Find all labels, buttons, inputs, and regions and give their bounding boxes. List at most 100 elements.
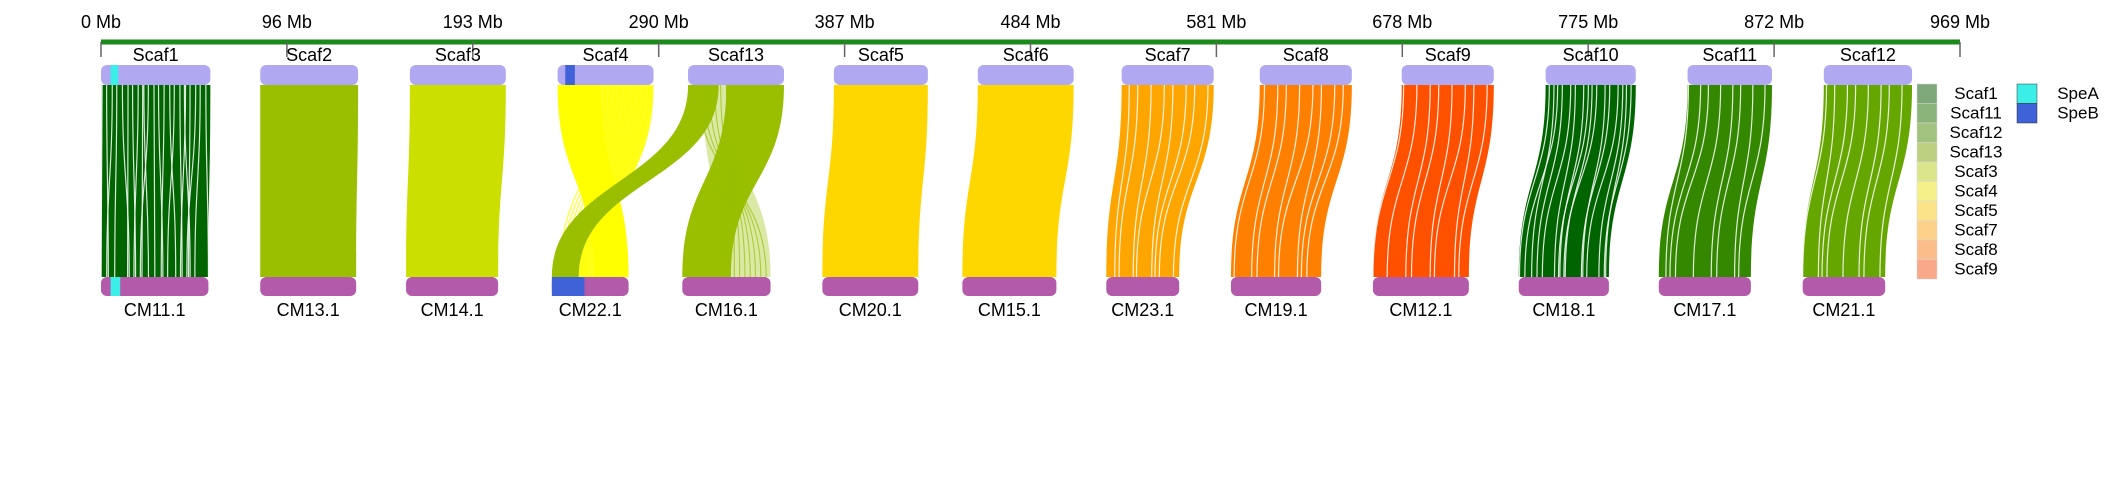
synteny-gap-line bbox=[187, 84, 191, 278]
synteny-gap-line bbox=[1582, 84, 1606, 278]
legend-label: Scaf7 bbox=[1954, 221, 1997, 240]
synteny-gap-line bbox=[1557, 84, 1589, 278]
synteny-gap-line bbox=[139, 84, 149, 278]
synteny-link bbox=[696, 84, 774, 278]
scaffold-bar bbox=[1121, 65, 1214, 85]
synteny-gap-line bbox=[143, 84, 150, 278]
chromosome-bar bbox=[406, 277, 499, 296]
chromosome-label: CM13.1 bbox=[277, 300, 340, 320]
scaffold-label: Scaf2 bbox=[286, 45, 332, 65]
legend-swatch bbox=[1916, 220, 1938, 241]
synteny-ribbon bbox=[578, 85, 654, 277]
synteny-gap-line bbox=[1842, 84, 1869, 278]
legend-swatch bbox=[1916, 259, 1938, 280]
chromosome-label: CM22.1 bbox=[559, 300, 622, 320]
synteny-gap-line bbox=[1132, 84, 1152, 278]
synteny-link bbox=[586, 84, 650, 278]
synteny-gap-line bbox=[114, 84, 118, 278]
synteny-gap-line bbox=[100, 84, 103, 278]
legend-swatch bbox=[1916, 83, 1938, 104]
synteny-gap-line bbox=[1114, 84, 1130, 278]
synteny-gap-line bbox=[133, 84, 139, 278]
synteny-gap-line bbox=[1531, 84, 1555, 278]
axis-tick-label: 581 Mb bbox=[1186, 12, 1246, 32]
synteny-gap-line bbox=[1665, 84, 1690, 278]
chromosome-bar bbox=[1802, 277, 1886, 296]
synteny-gap-line bbox=[1603, 84, 1632, 278]
synteny-gap-line bbox=[1826, 84, 1857, 278]
legend-label: Scaf11 bbox=[1950, 104, 2002, 123]
marker-spea bbox=[110, 277, 121, 296]
synteny-ribbon bbox=[406, 85, 506, 277]
legend-label: Scaf1 bbox=[1954, 84, 1997, 103]
synteny-gap-line bbox=[1256, 84, 1287, 278]
synteny-links bbox=[100, 84, 1913, 278]
scaffold-label: Scaf13 bbox=[708, 45, 764, 65]
axis-tick-label: 484 Mb bbox=[1000, 12, 1060, 32]
chromosome-label: CM15.1 bbox=[978, 300, 1041, 320]
scaffold-label: Scaf1 bbox=[133, 45, 179, 65]
chromosome-label: CM12.1 bbox=[1389, 300, 1452, 320]
scaffold-bar bbox=[557, 65, 654, 85]
synteny-ribbon bbox=[101, 85, 211, 277]
synteny-gap-line bbox=[1151, 84, 1174, 278]
synteny-gap-line bbox=[1716, 84, 1742, 278]
synteny-gap-line bbox=[1296, 84, 1323, 278]
synteny-gap-line bbox=[1559, 84, 1585, 278]
legend-swatch bbox=[1916, 161, 1938, 182]
chromosome-bar bbox=[822, 277, 919, 296]
synteny-gap-line bbox=[106, 84, 109, 278]
chromosome-label: CM18.1 bbox=[1532, 300, 1595, 320]
synteny-gap-line bbox=[1433, 84, 1466, 278]
synteny-gap-line bbox=[1564, 84, 1593, 278]
synteny-gap-line bbox=[1598, 84, 1624, 278]
chromosome-bar bbox=[101, 277, 209, 296]
scaffold-bar bbox=[1545, 65, 1636, 85]
chromosome-bar bbox=[260, 277, 357, 296]
scaffold-label: Scaf9 bbox=[1425, 45, 1471, 65]
synteny-gap-line bbox=[1405, 84, 1431, 278]
chromosome-label: CM11.1 bbox=[124, 300, 186, 320]
chromosome-label: CM17.1 bbox=[1673, 300, 1736, 320]
synteny-gap-line bbox=[1410, 84, 1440, 278]
synteny-gap-line bbox=[1306, 84, 1344, 278]
synteny-gap-line bbox=[179, 84, 183, 278]
synteny-gap-line bbox=[1586, 84, 1619, 278]
synteny-gap-line bbox=[1524, 84, 1559, 278]
chromosome-bar bbox=[962, 277, 1057, 296]
legend-label: Scaf3 bbox=[1954, 162, 1997, 181]
axis-tick-label: 872 Mb bbox=[1744, 12, 1804, 32]
marker-speb bbox=[551, 277, 585, 296]
synteny-gap-line bbox=[1669, 84, 1702, 278]
synteny-gap-line bbox=[1674, 84, 1710, 278]
scaffold-bar bbox=[101, 65, 211, 85]
scaffold-bar bbox=[260, 65, 359, 85]
synteny-gap-line bbox=[1821, 84, 1849, 278]
axis-tick-label: 0 Mb bbox=[81, 12, 121, 32]
synteny-gap-line bbox=[183, 84, 191, 278]
synteny-gap-line bbox=[194, 84, 201, 278]
synteny-gap-line bbox=[186, 84, 197, 278]
legend-label: Scaf12 bbox=[1950, 123, 2003, 142]
chromosome-bar bbox=[1658, 277, 1751, 296]
legend-marker-swatch bbox=[2016, 83, 2038, 104]
synteny-gap-line bbox=[1118, 84, 1139, 278]
legend-swatch bbox=[1916, 200, 1938, 221]
synteny-gap-line bbox=[1172, 84, 1209, 278]
legend-label: Scaf13 bbox=[1950, 143, 2003, 162]
axis-tick-label: 290 Mb bbox=[629, 12, 689, 32]
scaffold-label: Scaf7 bbox=[1145, 45, 1191, 65]
synteny-gap-line bbox=[1158, 84, 1196, 278]
marker-spea bbox=[110, 65, 119, 85]
chromosome-label: CM14.1 bbox=[421, 300, 484, 320]
scaffold-label: Scaf11 bbox=[1702, 45, 1757, 65]
synteny-gap-line bbox=[1863, 84, 1890, 278]
synteny-gap-line bbox=[1300, 84, 1336, 278]
legend-label: Scaf5 bbox=[1954, 201, 1997, 220]
synteny-gap-line bbox=[1563, 84, 1598, 278]
synteny-ribbon bbox=[1372, 85, 1494, 277]
synteny-gap-line bbox=[1233, 84, 1266, 278]
synteny-gap-line bbox=[1458, 84, 1488, 278]
synteny-gap-line bbox=[141, 84, 144, 278]
